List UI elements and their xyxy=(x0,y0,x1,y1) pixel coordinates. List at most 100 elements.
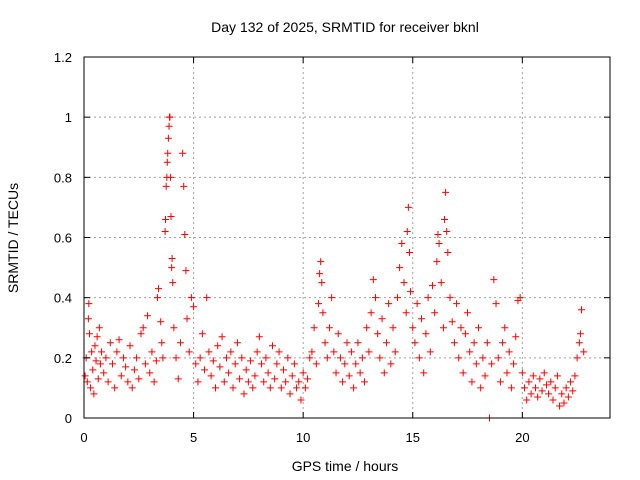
data-point xyxy=(499,339,507,347)
data-point xyxy=(525,378,533,386)
data-point xyxy=(141,360,149,368)
data-point xyxy=(167,173,175,181)
data-point xyxy=(174,375,182,383)
data-point xyxy=(130,366,138,374)
data-point xyxy=(240,390,248,398)
data-point xyxy=(81,372,89,380)
x-tick-label: 5 xyxy=(190,430,197,445)
grid xyxy=(84,57,610,418)
data-point xyxy=(92,357,100,365)
data-point xyxy=(448,318,456,326)
data-point xyxy=(137,330,145,338)
data-point xyxy=(461,330,469,338)
y-tick-label: 0.2 xyxy=(54,351,72,366)
data-point xyxy=(564,393,572,401)
data-point xyxy=(391,348,399,356)
data-point xyxy=(279,366,287,374)
data-point xyxy=(96,360,104,368)
data-point xyxy=(115,336,123,344)
data-point xyxy=(201,366,209,374)
data-point xyxy=(318,279,326,287)
x-tick-label: 10 xyxy=(296,430,310,445)
data-point xyxy=(490,276,498,284)
data-point xyxy=(505,348,513,356)
data-point xyxy=(163,158,171,166)
data-point xyxy=(367,309,375,317)
data-point xyxy=(94,375,102,383)
tick-labels: 0 5 10 15 20 0 0.2 0.4 0.6 0.8 1 1.2 xyxy=(54,50,530,445)
data-point xyxy=(308,348,316,356)
data-point xyxy=(108,360,116,368)
data-point xyxy=(146,369,154,377)
data-point xyxy=(304,375,312,383)
data-point xyxy=(255,333,263,341)
data-point xyxy=(477,384,485,392)
data-point xyxy=(139,324,147,332)
data-point xyxy=(229,384,237,392)
data-point xyxy=(205,348,213,356)
data-point xyxy=(297,396,305,404)
data-point xyxy=(569,387,577,395)
data-point xyxy=(198,330,206,338)
data-point xyxy=(170,324,178,332)
data-point xyxy=(358,354,366,362)
data-point xyxy=(580,348,588,356)
data-point xyxy=(168,255,176,263)
data-point xyxy=(352,360,360,368)
data-point xyxy=(104,378,112,386)
data-point xyxy=(293,384,301,392)
data-point xyxy=(545,390,553,398)
data-point xyxy=(325,324,333,332)
data-point xyxy=(85,330,93,338)
data-point xyxy=(268,342,276,350)
data-point xyxy=(428,282,436,290)
x-tick-label: 20 xyxy=(515,430,529,445)
data-point xyxy=(225,369,233,377)
data-point xyxy=(576,330,584,338)
data-point xyxy=(330,348,338,356)
data-point xyxy=(321,339,329,347)
data-point xyxy=(185,348,193,356)
data-point xyxy=(168,264,176,272)
data-point xyxy=(166,113,174,121)
data-point xyxy=(521,384,529,392)
data-point xyxy=(431,309,439,317)
data-point xyxy=(380,369,388,377)
data-point xyxy=(282,378,290,386)
data-point xyxy=(453,300,461,308)
chart-title: Day 132 of 2025, SRMTID for receiver bkn… xyxy=(211,19,479,35)
data-point xyxy=(179,149,187,157)
data-point xyxy=(90,390,98,398)
data-point xyxy=(420,369,428,377)
data-point xyxy=(187,294,195,302)
data-point xyxy=(468,378,476,386)
data-point xyxy=(345,372,353,380)
data-point xyxy=(409,324,417,332)
data-point xyxy=(488,360,496,368)
data-point xyxy=(369,276,377,284)
data-point xyxy=(203,294,211,302)
data-point xyxy=(152,357,160,365)
data-point xyxy=(558,390,566,398)
data-point xyxy=(89,366,97,374)
data-point xyxy=(542,381,550,389)
data-point xyxy=(371,294,379,302)
data-point xyxy=(161,227,169,235)
x-tick-label: 15 xyxy=(406,430,420,445)
data-point xyxy=(316,270,324,278)
data-point xyxy=(233,339,241,347)
data-point xyxy=(117,372,125,380)
data-point xyxy=(216,363,224,371)
y-tick-label: 0.6 xyxy=(54,231,72,246)
data-point xyxy=(396,264,404,272)
data-point xyxy=(553,372,561,380)
data-point xyxy=(512,333,520,341)
data-point xyxy=(102,354,110,362)
data-point xyxy=(562,384,570,392)
data-point xyxy=(354,339,362,347)
y-tick-label: 1.2 xyxy=(54,50,72,65)
data-point xyxy=(365,348,373,356)
data-point xyxy=(157,318,165,326)
data-point xyxy=(182,267,190,275)
data-point xyxy=(516,294,524,302)
